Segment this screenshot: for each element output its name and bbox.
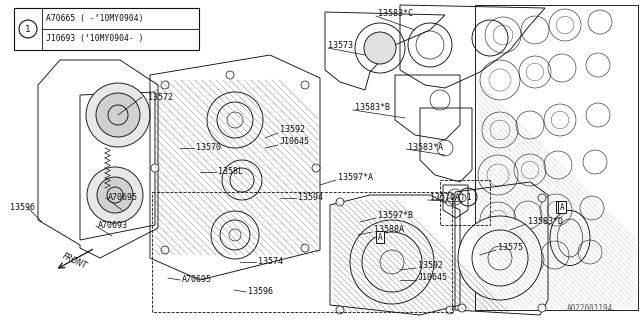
Text: 1: 1 bbox=[466, 193, 470, 202]
Text: A: A bbox=[557, 203, 563, 212]
Text: 13575: 13575 bbox=[498, 244, 523, 252]
Circle shape bbox=[446, 306, 454, 314]
Circle shape bbox=[96, 93, 140, 137]
Text: 13592: 13592 bbox=[280, 125, 305, 134]
Text: 13579A: 13579A bbox=[430, 194, 460, 203]
Text: 13597*A: 13597*A bbox=[338, 173, 373, 182]
Text: A: A bbox=[378, 233, 382, 242]
Text: 13573: 13573 bbox=[328, 41, 353, 50]
Text: 13594: 13594 bbox=[298, 194, 323, 203]
Circle shape bbox=[336, 306, 344, 314]
Text: A022001194: A022001194 bbox=[567, 304, 613, 313]
Circle shape bbox=[87, 167, 143, 223]
Text: A70665 ( -‘10MY0904): A70665 ( -‘10MY0904) bbox=[46, 14, 143, 23]
Circle shape bbox=[538, 194, 546, 202]
Text: 13592: 13592 bbox=[418, 261, 443, 270]
Text: J10645: J10645 bbox=[418, 274, 448, 283]
Text: A70695: A70695 bbox=[182, 276, 212, 284]
Text: 13583*A: 13583*A bbox=[408, 142, 443, 151]
Circle shape bbox=[458, 216, 542, 300]
Text: 13596: 13596 bbox=[248, 287, 273, 297]
Circle shape bbox=[211, 211, 259, 259]
Circle shape bbox=[458, 194, 466, 202]
Circle shape bbox=[336, 198, 344, 206]
Text: J10645: J10645 bbox=[280, 138, 310, 147]
Text: 13572: 13572 bbox=[148, 92, 173, 101]
Circle shape bbox=[538, 304, 546, 312]
Circle shape bbox=[446, 198, 454, 206]
Circle shape bbox=[350, 220, 434, 304]
Circle shape bbox=[161, 81, 169, 89]
Circle shape bbox=[364, 32, 396, 64]
Text: 1358L: 1358L bbox=[218, 167, 243, 177]
Circle shape bbox=[151, 164, 159, 172]
Text: 13583*B: 13583*B bbox=[355, 103, 390, 113]
Circle shape bbox=[226, 71, 234, 79]
Text: 13574: 13574 bbox=[258, 258, 283, 267]
Circle shape bbox=[312, 164, 320, 172]
Circle shape bbox=[161, 246, 169, 254]
Text: J10693 (‘10MY0904- ): J10693 (‘10MY0904- ) bbox=[46, 35, 143, 44]
Text: 13597*B: 13597*B bbox=[378, 212, 413, 220]
Text: A: A bbox=[560, 203, 564, 212]
Bar bbox=[440, 180, 490, 225]
Circle shape bbox=[222, 160, 262, 200]
Text: 1: 1 bbox=[25, 25, 31, 34]
Circle shape bbox=[97, 177, 133, 213]
Bar bbox=[152, 192, 452, 312]
Circle shape bbox=[301, 244, 309, 252]
Text: 13596: 13596 bbox=[10, 204, 35, 212]
Circle shape bbox=[301, 81, 309, 89]
Circle shape bbox=[458, 304, 466, 312]
Text: 13588A: 13588A bbox=[374, 226, 404, 235]
Circle shape bbox=[207, 92, 263, 148]
Bar bbox=[475, 5, 638, 310]
Text: 13570: 13570 bbox=[196, 143, 221, 153]
Text: FRONT: FRONT bbox=[61, 252, 89, 271]
Text: 13583*D: 13583*D bbox=[528, 218, 563, 227]
Text: 13583*C: 13583*C bbox=[378, 10, 413, 19]
Text: A70695: A70695 bbox=[108, 194, 138, 203]
Bar bbox=[14, 8, 199, 50]
Text: A70693: A70693 bbox=[98, 221, 128, 230]
Circle shape bbox=[86, 83, 150, 147]
